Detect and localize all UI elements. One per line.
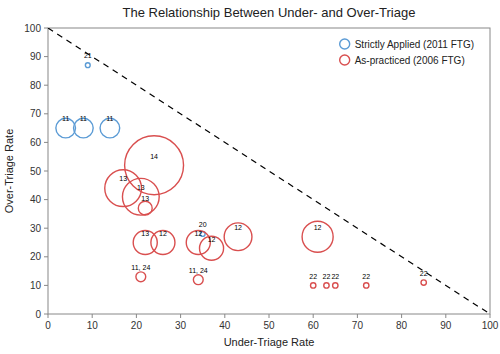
reference-line — [48, 28, 490, 314]
y-tick-label: 30 — [30, 223, 42, 234]
x-tick-label: 0 — [45, 320, 51, 331]
x-tick-label: 50 — [263, 320, 275, 331]
y-axis-label: Over-Triage Rate — [3, 129, 15, 214]
x-tick-label: 40 — [219, 320, 231, 331]
x-tick-label: 60 — [308, 320, 320, 331]
bubble — [421, 280, 426, 285]
x-tick — [224, 314, 225, 318]
y-tick-label: 20 — [30, 251, 42, 262]
x-tick — [136, 314, 137, 318]
y-tick — [44, 142, 48, 143]
point-label: 12 — [159, 230, 167, 237]
x-axis-label: Under-Triage Rate — [224, 336, 315, 348]
bubble — [151, 230, 175, 254]
point-label: 11, 24 — [131, 264, 150, 271]
chart: 0 10 20 30 40 50 60 70 80 90 100 0 10 20 30 40 50 60 70 80 9… — [0, 0, 500, 354]
point-label: 22 — [362, 273, 370, 280]
point-label: 12 — [314, 224, 322, 231]
x-tick — [269, 314, 270, 318]
x-tick-label: 80 — [396, 320, 408, 331]
y-tick — [44, 199, 48, 200]
point-label: 14 — [150, 153, 158, 160]
y-tick-label: 100 — [24, 23, 41, 34]
y-tick — [44, 228, 48, 229]
y-tick — [44, 314, 48, 315]
point-label: 11, 24 — [189, 267, 208, 274]
point-label: 13 — [137, 184, 145, 191]
plot-frame — [48, 28, 490, 314]
x-tick-label: 10 — [87, 320, 99, 331]
point-label: 12 — [194, 230, 202, 237]
y-tick — [44, 256, 48, 257]
x-tick-label: 20 — [131, 320, 143, 331]
y-tick-label: 60 — [30, 137, 42, 148]
y-tick-label: 50 — [30, 166, 42, 177]
y-tick — [44, 171, 48, 172]
bubble — [125, 136, 184, 195]
x-tick-label: 90 — [440, 320, 452, 331]
y-tick-label: 70 — [30, 108, 42, 119]
bubble — [224, 223, 252, 251]
x-tick — [48, 314, 49, 318]
x-tick-label: 100 — [482, 320, 499, 331]
x-tick — [401, 314, 402, 318]
y-tick-label: 0 — [35, 309, 41, 320]
point-label: 13 — [141, 195, 149, 202]
x-tick — [92, 314, 93, 318]
plot-marks — [48, 28, 490, 314]
point-label: 22 — [323, 273, 331, 280]
point-label: 12 — [234, 224, 242, 231]
legend-marker — [340, 39, 350, 49]
point-label: 11 — [106, 115, 113, 122]
point-label: 20 — [199, 221, 207, 228]
title: The Relationship Between Under- and Over… — [123, 5, 416, 20]
bubble — [302, 221, 333, 252]
point-label: 12 — [208, 236, 216, 243]
bubble — [364, 283, 369, 288]
y-tick-label: 10 — [30, 280, 42, 291]
bubble — [138, 201, 152, 215]
x-tick-label: 30 — [175, 320, 187, 331]
point-label: 22 — [420, 270, 428, 277]
x-tick-label: 70 — [352, 320, 364, 331]
bubble — [186, 230, 210, 254]
bubble — [324, 283, 329, 288]
bubble — [85, 63, 90, 68]
y-tick — [44, 113, 48, 114]
y-tick-label: 90 — [30, 51, 42, 62]
point-label: 21 — [84, 52, 92, 59]
y-tick — [44, 28, 48, 29]
x-tick — [313, 314, 314, 318]
point-label: 11 — [62, 115, 69, 122]
bubble — [122, 178, 159, 215]
legend-label: Strictly Applied (2011 FTG) — [355, 39, 474, 50]
point-label: 22 — [309, 273, 317, 280]
point-label: 13 — [119, 175, 127, 182]
y-tick — [44, 85, 48, 86]
legend-label: As-practiced (2006 FTG) — [355, 55, 465, 66]
bubble — [136, 272, 146, 282]
y-tick-label: 40 — [30, 194, 42, 205]
point-label: 22 — [331, 273, 339, 280]
y-tick — [44, 56, 48, 57]
axes: 0 10 20 30 40 50 60 70 80 90 100 0 10 20 30 40 50 60 70 80 9… — [24, 23, 498, 332]
legend: Strictly Applied (2011 FTG) As-practiced … — [340, 39, 474, 66]
point-labels: 21 11 11 11 20 13 13 13 14 13 12 11, 24 12 12 12 11, 24… — [62, 52, 428, 279]
y-tick-label: 80 — [30, 80, 42, 91]
bubble — [193, 275, 203, 285]
x-tick — [180, 314, 181, 318]
bubble — [200, 236, 224, 260]
bubble — [311, 283, 316, 288]
x-tick — [445, 314, 446, 318]
point-label: 13 — [141, 230, 149, 237]
bubble — [333, 283, 338, 288]
point-label: 11 — [80, 115, 87, 122]
y-tick — [44, 285, 48, 286]
x-tick — [357, 314, 358, 318]
x-tick — [490, 314, 491, 318]
legend-marker — [340, 55, 350, 65]
